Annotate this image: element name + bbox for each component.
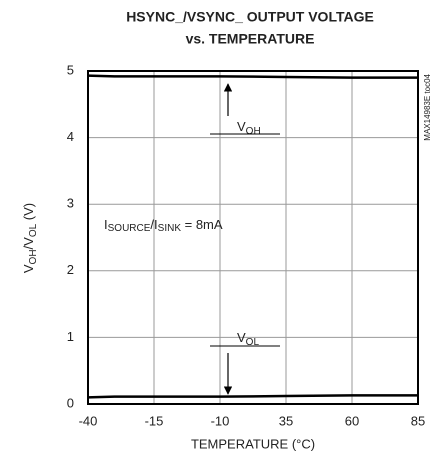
y-tick-label: 0 (67, 395, 74, 410)
y-tick-label: 4 (67, 129, 74, 144)
y-tick-label: 3 (67, 196, 74, 211)
data-line (87, 74, 418, 79)
x-tick-label: -40 (79, 413, 98, 428)
y-tick-label: 1 (67, 329, 74, 344)
x-tick-label: -15 (145, 413, 164, 428)
chart-title: HSYNC_/VSYNC_ OUTPUT VOLTAGE (126, 9, 374, 25)
x-tick-label: -10 (211, 413, 230, 428)
annotation: VOH (237, 119, 261, 136)
x-tick-label: 85 (411, 413, 425, 428)
annotation: VOL (237, 330, 259, 347)
x-tick-label: 35 (279, 413, 293, 428)
x-axis-label: TEMPERATURE (°C) (191, 436, 315, 451)
y-axis-label: VOH/VOL (V) (21, 203, 38, 273)
annotation: ISOURCE/ISINK = 8mA (104, 217, 223, 233)
y-tick-label: 2 (67, 262, 74, 277)
chart-title: vs. TEMPERATURE (186, 31, 315, 47)
data-line (87, 394, 418, 399)
x-tick-label: 60 (345, 413, 359, 428)
plot-frame (87, 70, 419, 405)
watermark: MAX14983E toc04 (423, 73, 432, 140)
y-tick-label: 5 (67, 62, 74, 77)
